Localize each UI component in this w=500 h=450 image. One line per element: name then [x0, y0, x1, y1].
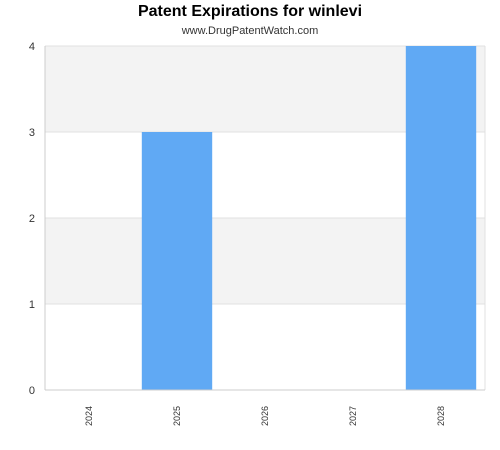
x-tick-label: 2024: [84, 406, 94, 426]
x-tick-label: 2027: [348, 406, 358, 426]
x-tick-label: 2026: [260, 406, 270, 426]
y-tick-label: 2: [29, 213, 35, 225]
x-tick-label: 2028: [436, 406, 446, 426]
y-tick-label: 3: [29, 127, 35, 139]
chart-title: Patent Expirations for winlevi: [137, 3, 363, 20]
bars: [141, 46, 477, 390]
y-tick-label: 1: [29, 299, 35, 311]
x-tick-label: 2025: [172, 406, 182, 426]
bar-2028: [405, 46, 477, 390]
y-tick-labels: 0 1 2 3 4: [29, 41, 35, 397]
axes: [44, 46, 486, 391]
bar-2025: [141, 132, 213, 390]
x-tick-labels: 2024 2025 2026 2027 2028: [84, 406, 446, 426]
y-tick-label: 0: [29, 385, 35, 397]
y-tick-label: 4: [29, 41, 35, 53]
chart-subtitle: www.DrugPatentWatch.com: [181, 25, 319, 37]
